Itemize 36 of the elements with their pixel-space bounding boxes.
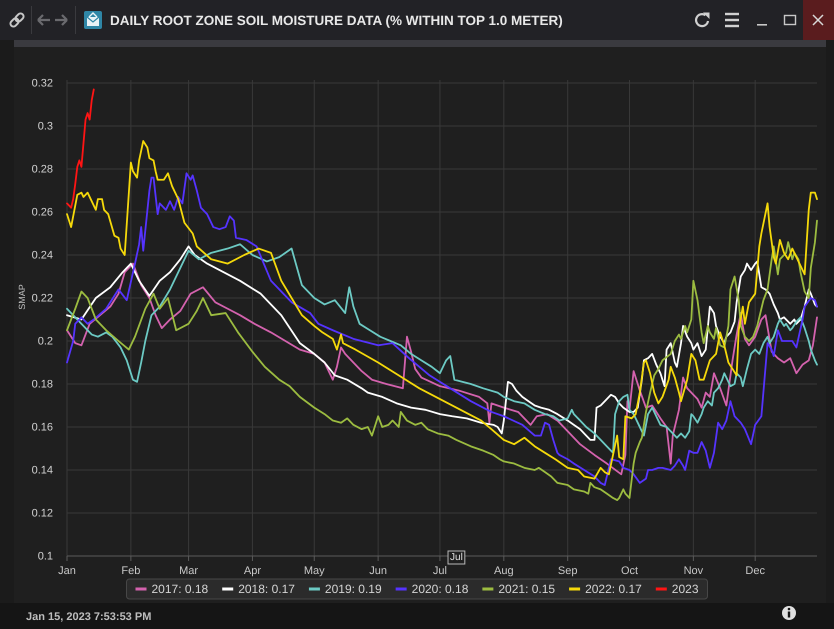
x-tick-label: Jan — [58, 564, 76, 577]
legend-label: 2021: 0.15 — [498, 582, 556, 596]
chart-title: DAILY ROOT ZONE SOIL MOISTURE DATA (% WITHIN TOP 1.0 METER) — [110, 13, 563, 28]
y-tick-label: 0.16 — [32, 422, 53, 434]
legend-label: 2017: 0.18 — [151, 582, 209, 596]
x-tick-label: Aug — [494, 564, 514, 577]
y-tick-label: 0.26 — [32, 206, 53, 219]
x-tick-label: Dec — [745, 564, 766, 577]
y-tick-label: 0.1 — [38, 550, 53, 563]
x-tick-label: Feb — [121, 564, 140, 577]
x-tick-label: May — [304, 564, 326, 577]
legend-label: 2018: 0.17 — [238, 582, 296, 596]
legend-label: 2022: 0.17 — [585, 582, 642, 596]
y-tick-label: 0.18 — [32, 378, 53, 391]
annotation: Jul — [450, 552, 463, 563]
x-tick-label: Nov — [684, 564, 704, 577]
y-tick-label: 0.12 — [32, 508, 53, 520]
y-tick-label: 0.24 — [32, 250, 53, 262]
x-tick-label: Mar — [179, 564, 198, 577]
y-axis-title: SMAP — [17, 284, 27, 310]
x-tick-label: Sep — [558, 564, 578, 577]
x-tick-label: Jun — [369, 564, 387, 577]
y-tick-label: 0.14 — [32, 464, 53, 477]
line-series — [66, 88, 95, 209]
text: Jan 15, 2023 7:53:53 PM — [26, 611, 152, 623]
y-tick-label: 0.28 — [32, 164, 53, 176]
legend-label: 2023 — [672, 582, 699, 596]
x-tick-label: Jul — [432, 564, 447, 577]
legend-label: 2019: 0.19 — [324, 582, 382, 596]
x-tick-label: Apr — [244, 564, 262, 577]
y-tick-label: 0.22 — [32, 292, 53, 305]
y-tick-label: 0.32 — [32, 78, 53, 90]
y-tick-label: 0.3 — [38, 120, 53, 133]
legend-label: 2020: 0.18 — [412, 582, 469, 596]
y-tick-label: 0.2 — [38, 336, 53, 348]
x-tick-label: Oct — [620, 564, 638, 577]
